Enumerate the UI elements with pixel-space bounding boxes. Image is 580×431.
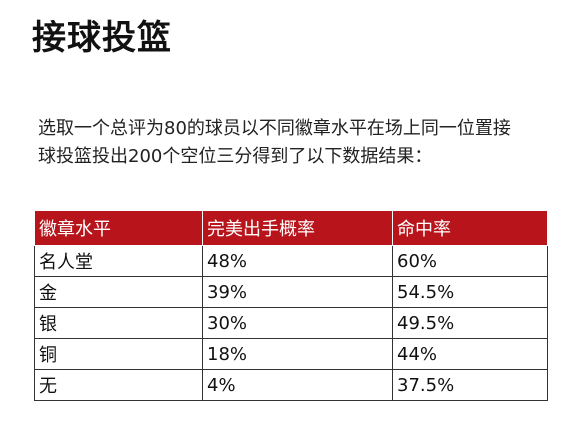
cell-badge-level: 金 [34,276,203,308]
table-row: 银 30% 49.5% [34,307,548,339]
description-line-2: 球投篮投出200个空位三分得到了以下数据结果： [38,146,433,167]
cell-badge-level: 无 [34,369,203,401]
cell-hit-rate: 54.5% [392,276,548,308]
table-row: 金 39% 54.5% [34,276,548,308]
table-header-row: 徽章水平 完美出手概率 命中率 [34,210,548,246]
cell-badge-level: 铜 [34,338,203,370]
header-badge-level: 徽章水平 [34,210,203,246]
badge-stats-table: 徽章水平 完美出手概率 命中率 名人堂 48% 60% 金 39% 54.5% … [34,210,548,401]
header-hit-rate: 命中率 [392,210,548,246]
page-title: 接球投篮 [32,18,172,58]
table-row: 无 4% 37.5% [34,369,548,401]
description-line-1: 选取一个总评为80的球员以不同徽章水平在场上同一位置接 [38,118,511,139]
cell-badge-level: 名人堂 [34,245,203,277]
cell-perfect-release-rate: 4% [202,369,393,401]
cell-hit-rate: 44% [392,338,548,370]
cell-perfect-release-rate: 18% [202,338,393,370]
description: 选取一个总评为80的球员以不同徽章水平在场上同一位置接 球投篮投出200个空位三… [38,115,558,171]
cell-badge-level: 银 [34,307,203,339]
cell-perfect-release-rate: 39% [202,276,393,308]
cell-perfect-release-rate: 48% [202,245,393,277]
cell-hit-rate: 49.5% [392,307,548,339]
cell-hit-rate: 37.5% [392,369,548,401]
cell-perfect-release-rate: 30% [202,307,393,339]
table-row: 铜 18% 44% [34,338,548,370]
header-perfect-release-rate: 完美出手概率 [202,210,393,246]
cell-hit-rate: 60% [392,245,548,277]
table-row: 名人堂 48% 60% [34,245,548,277]
